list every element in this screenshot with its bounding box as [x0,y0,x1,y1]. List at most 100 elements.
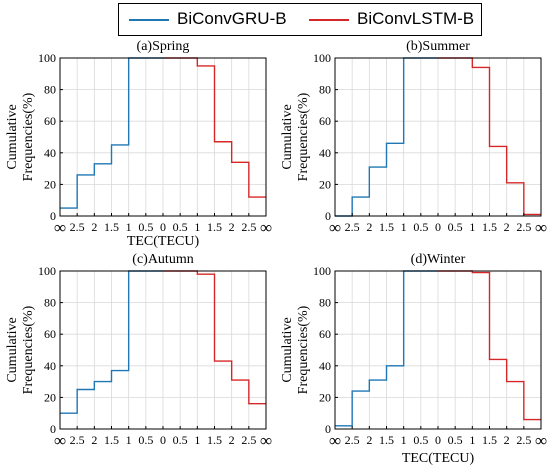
x-tick-label: 2.5 [516,433,531,447]
x-tick-label: 0 [160,220,166,234]
y-tick-label: 80 [44,83,56,97]
x-tick-label: ∞ [54,431,66,450]
chart-title: (d)Winter [411,252,466,267]
y-axis-label: CumulativeFrequencies(%) [280,92,311,181]
x-tick-label: 0 [435,220,441,234]
x-tick-label: 2 [504,433,510,447]
x-tick-label: 0.5 [448,220,463,234]
y-tick-label: 60 [44,114,56,128]
y-tick-label: 100 [38,264,56,278]
x-tick-label: 2 [366,433,372,447]
y-axis-label: CumulativeFrequencies(%) [5,92,36,181]
y-tick-label: 0 [50,209,56,223]
y-tick-label: 20 [44,177,56,191]
chart-panel: 0 20 40 60 80 100 ∞ 2.5 2 1.5 1 0.5 0 0.5 1 1.5 2 2.5 ∞ (b)… [280,39,547,237]
y-tick-label: 0 [325,422,331,436]
x-tick-label: 0 [435,433,441,447]
x-tick-label: 2.5 [70,433,85,447]
x-tick-label: 1 [469,220,475,234]
y-tick-label: 60 [44,327,56,341]
x-tick-label: 1 [401,433,407,447]
x-tick-label: 1 [469,433,475,447]
x-axis-label: TEC(TECU) [402,451,475,466]
chart-panel: 0 20 40 60 80 100 ∞ 2.5 2 1.5 1 0.5 0 0.5 1 1.5 2 2.5 ∞ (c)… [5,252,272,450]
y-tick-label: 20 [319,390,331,404]
y-axis-label: CumulativeFrequencies(%) [5,305,36,394]
x-tick-label: 2.5 [70,220,85,234]
y-axis-label-line: Cumulative [280,104,295,169]
y-axis-label-line: Frequencies(%) [21,92,36,181]
x-axis-label: TEC(TECU) [127,234,200,249]
x-tick-label: 2.5 [516,220,531,234]
y-tick-label: 80 [319,83,331,97]
chart-title: (a)Spring [137,39,190,54]
x-tick-label: ∞ [260,431,272,450]
x-tick-label: 2 [91,433,97,447]
x-tick-label: 2 [229,220,235,234]
legend-lstm-swatch [309,19,349,21]
x-tick-label: 2 [366,220,372,234]
y-tick-label: 100 [313,51,331,65]
y-tick-label: 40 [319,359,331,373]
x-tick-label: 1 [194,433,200,447]
x-tick-label: 0.5 [448,433,463,447]
x-tick-label: 1 [126,220,132,234]
x-tick-label: ∞ [54,218,66,237]
y-tick-label: 20 [319,177,331,191]
x-tick-label: 1.5 [482,220,497,234]
x-tick-label: 1.5 [104,220,119,234]
y-tick-label: 80 [44,296,56,310]
legend-gru-swatch [129,19,169,21]
x-tick-label: 2.5 [241,433,256,447]
x-tick-label: 2.5 [345,220,360,234]
x-tick-label: ∞ [329,218,341,237]
y-tick-label: 20 [44,390,56,404]
x-tick-label: 0.5 [413,433,428,447]
y-tick-label: 40 [44,146,56,160]
x-tick-label: 2 [229,433,235,447]
y-tick-label: 100 [38,51,56,65]
y-axis-label-line: Frequencies(%) [296,92,311,181]
x-tick-label: 2 [504,220,510,234]
y-tick-label: 60 [319,114,331,128]
x-tick-label: 1.5 [379,433,394,447]
y-tick-label: 100 [313,264,331,278]
y-tick-label: 40 [44,359,56,373]
chart-panel: 0 20 40 60 80 100 ∞ 2.5 2 1.5 1 0.5 0 0.5 1 1.5 2 2.5 ∞ (d)… [280,252,547,466]
chart-panel: 0 20 40 60 80 100 ∞ 2.5 2 1.5 1 0.5 0 0.5 1 1.5 2 2.5 ∞ (a)… [5,39,272,249]
y-tick-label: 60 [319,327,331,341]
x-tick-label: 0.5 [138,220,153,234]
legend-gru-label: BiConvGRU-B [177,9,287,28]
x-tick-label: 0.5 [173,220,188,234]
x-tick-label: 1.5 [207,433,222,447]
x-tick-label: 2 [91,220,97,234]
y-axis-label: CumulativeFrequencies(%) [280,305,311,394]
y-axis-label-line: Frequencies(%) [21,305,36,394]
y-axis-label-line: Cumulative [5,317,20,382]
x-tick-label: 0 [160,433,166,447]
y-tick-label: 0 [50,422,56,436]
x-tick-label: 1.5 [379,220,394,234]
x-tick-label: 2.5 [345,433,360,447]
y-axis-label-line: Frequencies(%) [296,305,311,394]
y-axis-label-line: Cumulative [280,317,295,382]
x-tick-label: 0.5 [173,433,188,447]
chart-title: (b)Summer [406,39,470,54]
y-tick-label: 40 [319,146,331,160]
x-tick-label: ∞ [535,431,547,450]
x-tick-label: ∞ [260,218,272,237]
chart-title: (c)Autumn [132,252,193,267]
x-tick-label: 1.5 [482,433,497,447]
legend: BiConvGRU-B BiConvLSTM-B [118,3,482,36]
x-tick-label: 1 [401,220,407,234]
x-tick-label: 0.5 [138,433,153,447]
x-tick-label: ∞ [535,218,547,237]
y-tick-label: 0 [325,209,331,223]
x-tick-label: 1 [194,220,200,234]
x-tick-label: 1.5 [207,220,222,234]
y-axis-label-line: Cumulative [5,104,20,169]
y-tick-label: 80 [319,296,331,310]
x-tick-label: 2.5 [241,220,256,234]
x-tick-label: 1 [126,433,132,447]
